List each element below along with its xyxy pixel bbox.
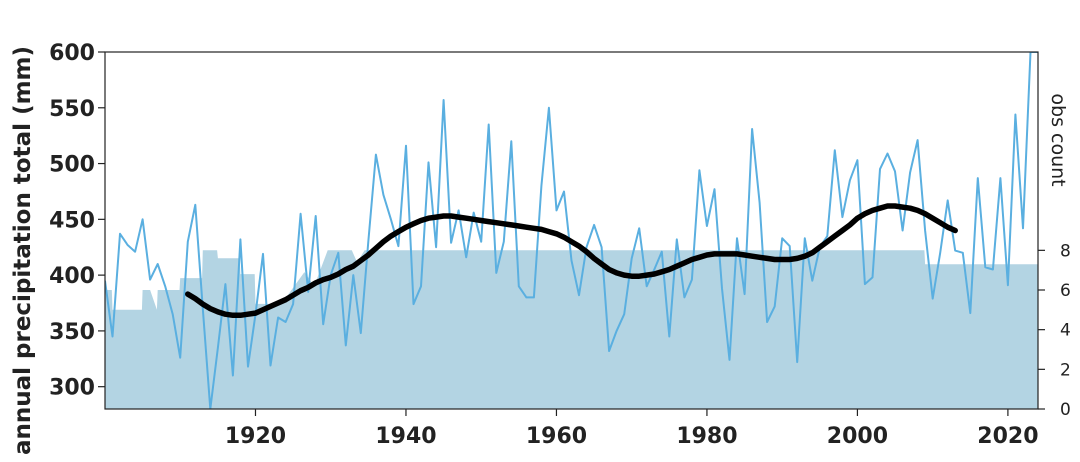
y2-axis-label: obs count	[1047, 93, 1069, 186]
plot-frame	[104, 51, 1039, 410]
x-tick-label: 2000	[827, 424, 888, 449]
y-axis-label: annual precipitation total (mm)	[10, 46, 36, 455]
y2-tick-label: 8	[1060, 241, 1071, 261]
x-tick-label: 1940	[375, 424, 436, 449]
x-tick-label: 1980	[676, 424, 737, 449]
y-tick-label: 450	[49, 208, 95, 233]
y2-tick-label: 0	[1060, 400, 1071, 420]
x-tick-label: 2020	[977, 424, 1038, 449]
y2-tick-label: 2	[1060, 360, 1071, 380]
x-tick-label: 1920	[225, 424, 286, 449]
smoothed-precipitation-line	[185, 203, 958, 319]
y-tick-label: 500	[49, 153, 95, 178]
y2-tick-label: 6	[1060, 281, 1071, 301]
y-tick-label: 550	[49, 97, 95, 122]
y-tick-label: 600	[49, 41, 95, 66]
obs-count-area	[105, 250, 1038, 409]
y-tick-label: 350	[49, 320, 95, 345]
y2-tick-label: 4	[1060, 321, 1071, 341]
annual-precipitation-line	[105, 52, 1038, 409]
y-tick-label: 400	[49, 264, 95, 289]
y-tick-label: 300	[49, 376, 95, 401]
x-tick-label: 1960	[526, 424, 587, 449]
